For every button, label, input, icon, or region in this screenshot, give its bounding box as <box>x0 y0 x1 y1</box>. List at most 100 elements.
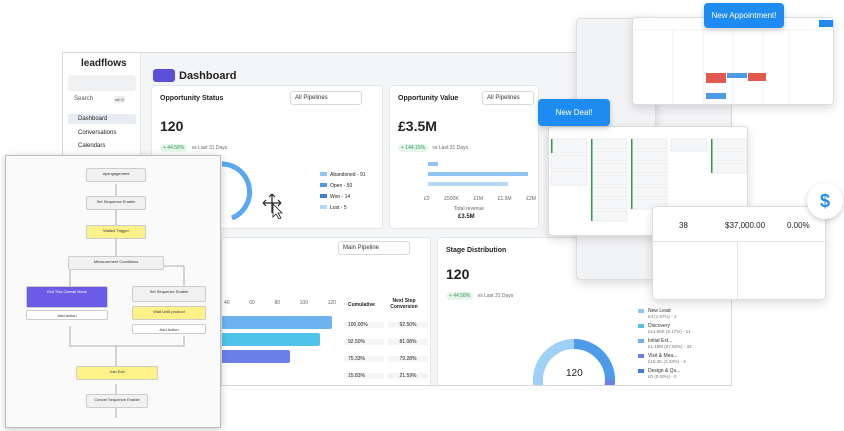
conversion-cell: 21.59% <box>388 372 428 379</box>
header-button[interactable] <box>153 69 175 82</box>
legend-label: Won - 14 <box>330 194 351 200</box>
x-axis-labels: £0 £500K £1M £1.5M £2M <box>424 196 536 202</box>
funnel-bar <box>222 316 332 329</box>
card-title: Opportunity Value <box>398 95 459 102</box>
cumulative-cell: 100.00% <box>344 321 384 328</box>
funnel-bar <box>222 350 290 363</box>
axis-label: £500K <box>444 196 459 202</box>
stat-value: 0.00% <box>787 221 810 230</box>
legend-label: Open - 50 <box>330 183 353 189</box>
axis-label: £2M <box>526 196 536 202</box>
workflow-node: Ayengagement <box>86 168 146 182</box>
x-axis-labels: 40 60 80 100 120 <box>224 300 336 306</box>
conversion-cell: 79.28% <box>388 355 428 362</box>
cumulative-cell: 75.33% <box>344 355 384 362</box>
axis-label: £1M <box>473 196 484 202</box>
workflow-node: Wait Until product <box>132 306 206 320</box>
workflow-node: Set Sequence Enable <box>86 196 146 210</box>
table-row: 15.83% 21.59% <box>344 367 430 384</box>
legend-name: Visit & Mea... <box>648 353 678 359</box>
opportunity-value-card: Opportunity Value All Pipelines £3.5M + … <box>389 85 539 229</box>
move-cursor <box>262 193 283 219</box>
legend-detail: £1.18M (27.50%) - 33 <box>648 344 692 349</box>
search-label: Search <box>74 96 94 102</box>
notification[interactable]: New Appointment! <box>704 3 784 28</box>
bar <box>428 172 528 176</box>
workflow-panel: Ayengagement Set Sequence Enable Waited Tr… <box>5 155 221 428</box>
column-header: Cumulative <box>348 302 375 308</box>
legend-name: Discovery <box>648 323 670 329</box>
shortcut: ctrl K <box>114 96 126 103</box>
account-box <box>68 75 136 91</box>
conversion-cell: 81.08% <box>388 338 428 345</box>
pipeline-screenshot <box>548 126 748 236</box>
axis-label: 120 <box>327 300 336 306</box>
legend-item: Initial Ext... £1.18M (27.50%) - 33 <box>638 338 692 352</box>
workflow-node: Add Action <box>26 310 108 320</box>
donut <box>533 339 616 385</box>
legend-name: Design & Qu... <box>648 368 681 374</box>
conversion-cell: 92.50% <box>388 321 428 328</box>
legend-label: Abandoned - 91 <box>330 172 366 178</box>
workflow-node: Waited Trigger <box>86 225 146 239</box>
bar <box>428 162 438 166</box>
calendar-screenshot <box>632 17 834 105</box>
footer-label: Total revenue <box>454 206 485 212</box>
calendar-grid <box>633 20 833 104</box>
table-row: 75.33% 79.28% <box>344 350 430 367</box>
donut-arc <box>604 379 616 385</box>
nav-item[interactable]: Dashboard <box>68 114 136 124</box>
axis-label: 40 <box>224 300 230 306</box>
axis-label: 60 <box>249 300 255 306</box>
bar <box>428 182 508 186</box>
donut-arc <box>573 339 615 381</box>
axis-label: £1.5M <box>497 196 512 202</box>
dropdown[interactable]: All Pipelines <box>290 91 362 105</box>
divider <box>653 241 825 242</box>
notification[interactable]: New Deal! <box>538 99 610 126</box>
dropdown[interactable]: Main Pipeline <box>338 241 410 255</box>
legend-item: Won - 14 <box>320 192 366 203</box>
total: 120 <box>160 118 184 134</box>
legend-label: Lost - 5 <box>330 205 347 211</box>
axis-label: 100 <box>299 300 308 306</box>
legend-item: Open - 50 <box>320 181 366 192</box>
change: + 144.15% <box>398 144 429 152</box>
workflow-node: Join Exit <box>76 366 158 380</box>
legend-item: Discovery £14.86K (9.17%) - 11 <box>638 323 692 337</box>
legend-detail: £0 (0.00%) - 0 <box>648 374 677 379</box>
nav-item[interactable]: Conversations <box>78 130 117 136</box>
change-row: + 144.15% vs Last 31 Days <box>398 136 468 154</box>
table-row: 100.00% 92.50% <box>344 316 430 333</box>
logo: leadflows <box>81 58 127 69</box>
search[interactable]: Search ctrl K <box>68 96 136 106</box>
legend-name: Initial Ext... <box>648 338 673 344</box>
legend-detail: £18.3K (3.33%) - 4 <box>648 359 686 364</box>
donut-center: 120 <box>566 368 583 379</box>
legend: New Lead £0 (1.67%) - 2 Discovery £14.86K (… <box>638 308 692 383</box>
legend-item: Abandoned - 91 <box>320 170 366 181</box>
stats-screenshot: 38 $37,000.00 0.00% <box>652 206 826 300</box>
stat-value: 38 <box>679 221 688 230</box>
funnel-bar <box>222 333 320 346</box>
change-row: + 44.58% vs Last 31 Days <box>446 284 513 302</box>
change-row: + 44.58% vs Last 31 Days <box>160 136 227 154</box>
donut-arc <box>221 161 253 221</box>
stat-value: $37,000.00 <box>725 221 766 230</box>
table-row: 92.50% 81.08% <box>344 333 430 350</box>
workflow-node: Measurement Conditions <box>68 256 164 270</box>
column-header: Next Step Conversion <box>390 298 418 310</box>
change: + 44.58% <box>160 144 188 152</box>
card-title: Opportunity Status <box>160 95 224 102</box>
kanban-board <box>550 138 747 222</box>
axis-label: £0 <box>424 196 430 202</box>
dropdown[interactable]: All Pipelines <box>482 91 534 105</box>
legend-swatch <box>638 324 644 328</box>
footer-value: £3.5M <box>458 214 475 220</box>
currency-icon: $ <box>807 183 843 219</box>
nav-item[interactable]: Calendars <box>78 143 106 149</box>
legend-item: Design & Qu... £0 (0.00%) - 0 <box>638 368 692 382</box>
legend-swatch <box>638 339 644 343</box>
change: + 44.58% <box>446 292 474 300</box>
